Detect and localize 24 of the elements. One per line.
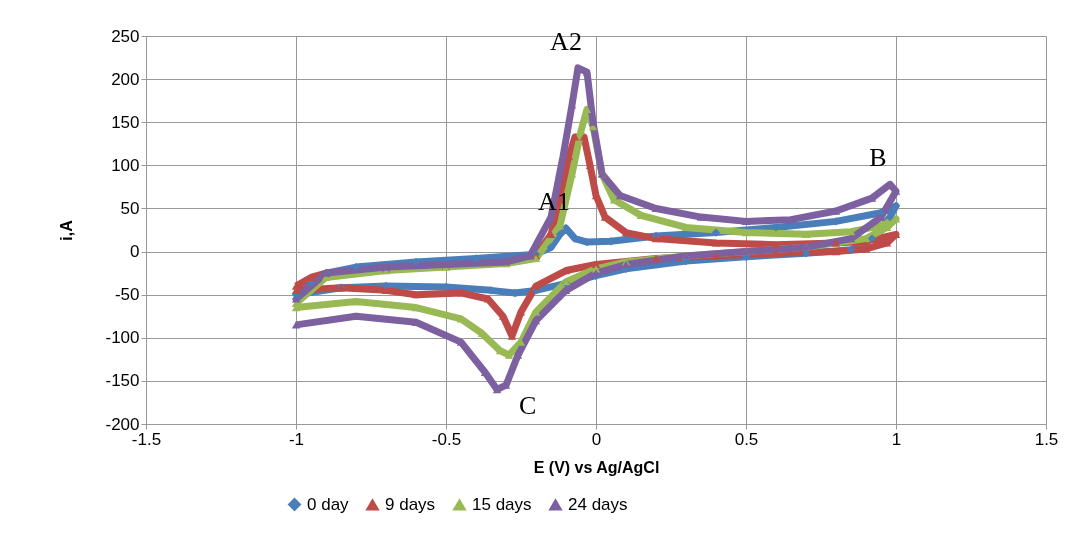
y-tick-label: 250 [111, 26, 140, 46]
x-tick-label: 0 [591, 429, 602, 449]
x-tick-label: 0.5 [734, 429, 759, 449]
y-tick-label: 50 [120, 198, 140, 218]
legend-label: 24 days [568, 494, 628, 514]
y-tick-label: 200 [111, 69, 140, 89]
y-tick-label: 0 [130, 242, 140, 262]
y-tick-label: 100 [111, 155, 140, 175]
y-tick-label: 150 [111, 112, 140, 132]
legend-label: 0 day [307, 494, 350, 514]
y-axis-title: i,A [58, 219, 76, 241]
annotation: A2 [550, 26, 582, 56]
y-tick-label: -150 [105, 371, 140, 391]
annotation: B [869, 143, 887, 173]
annotation: C [519, 390, 537, 420]
legend-label: 15 days [472, 494, 532, 514]
x-tick-label: 1 [891, 429, 902, 449]
x-tick-label: -0.5 [431, 429, 462, 449]
legend-label: 9 days [385, 494, 436, 514]
x-axis-title: E (V) vs Ag/AgCl [533, 458, 660, 476]
x-tick-label: 1.5 [1034, 429, 1059, 449]
y-tick-label: -100 [105, 328, 140, 348]
x-tick-label: -1 [288, 429, 305, 449]
y-tick-label: -50 [114, 285, 140, 305]
